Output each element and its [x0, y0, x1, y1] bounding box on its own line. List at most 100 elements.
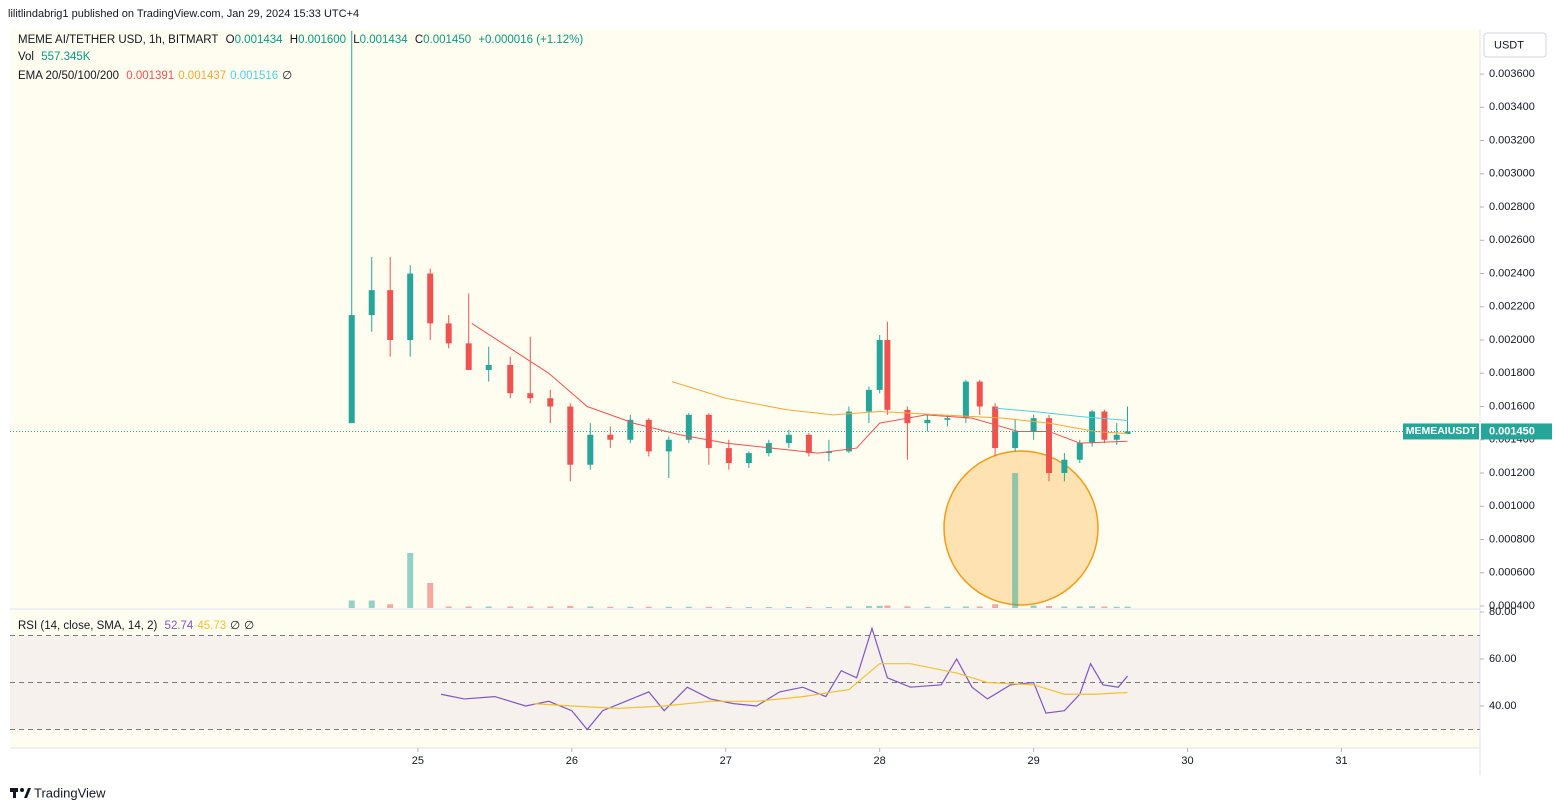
- candle-body: [1012, 431, 1019, 449]
- volume-bar: [1101, 606, 1108, 608]
- candle-body: [924, 419, 931, 424]
- y-tick-label: 60.00: [1489, 653, 1517, 665]
- published-note: lilitlindabrig1 published on TradingView…: [8, 8, 359, 20]
- y-tick-label: 0.002800: [1489, 201, 1535, 213]
- volume-bar: [507, 606, 514, 608]
- ema-title: EMA 20/50/100/200: [18, 70, 120, 82]
- x-tick-label: 28: [874, 755, 886, 767]
- volume-bar: [825, 607, 832, 608]
- ohlc-label: L: [353, 34, 360, 46]
- rsi-value: 52.74: [164, 620, 194, 632]
- x-tick-label: 27: [720, 755, 732, 767]
- rsi-title: RSI (14, close, SMA, 14, 2): [18, 620, 158, 632]
- volume-bar: [348, 600, 355, 608]
- candle-body: [607, 434, 614, 440]
- volume-bar: [587, 606, 594, 608]
- y-tick-label: 0.001600: [1489, 400, 1535, 412]
- candle-body: [587, 434, 594, 465]
- volume-bar: [1061, 606, 1068, 608]
- volume-bar: [1089, 606, 1096, 608]
- rsi-na: ∅: [230, 620, 241, 632]
- candle-body: [507, 364, 514, 394]
- volume-bar: [627, 606, 634, 608]
- volume-bar: [725, 607, 732, 608]
- candle-body: [962, 381, 969, 419]
- ohlc-label: C: [414, 34, 424, 46]
- ema-value: 0.001437: [178, 70, 227, 82]
- currency-label[interactable]: USDT: [1494, 39, 1524, 51]
- volume-bar: [904, 606, 911, 608]
- y-tick-label: 0.003200: [1489, 134, 1535, 146]
- ohlc-value: 0.001434: [359, 34, 408, 46]
- logo-mark: [20, 788, 24, 792]
- candle-body: [527, 393, 534, 399]
- volume-bar: [944, 606, 951, 608]
- candle-body: [1061, 459, 1068, 474]
- y-tick-label: 0.000400: [1489, 600, 1535, 612]
- ema-na: ∅: [282, 70, 293, 82]
- volume-bar: [1124, 606, 1131, 608]
- ohlc-value: 0.001600: [298, 34, 347, 46]
- volume-bar: [368, 600, 375, 608]
- y-tick-label: 0.000600: [1489, 567, 1535, 579]
- candle-body: [567, 406, 574, 465]
- candle-body: [645, 419, 652, 452]
- symbol-tag-label: MEMEAIUSDT: [1406, 425, 1477, 437]
- rsi-na: ∅: [244, 620, 255, 632]
- rsi-line: [533, 663, 1128, 709]
- y-tick-label: 0.001200: [1489, 467, 1535, 479]
- x-tick-label: 30: [1181, 755, 1193, 767]
- volume-value: 557.345K: [41, 51, 91, 63]
- logo-mark: [24, 788, 31, 798]
- volume-bar: [567, 606, 574, 608]
- ohlc-label: O: [225, 34, 235, 46]
- currency-button[interactable]: [1483, 32, 1547, 58]
- volume-bar: [976, 606, 983, 608]
- candle-body: [368, 290, 375, 316]
- x-tick-label: 26: [566, 755, 578, 767]
- candle-body: [485, 364, 492, 370]
- volume-title: Vol: [18, 51, 34, 63]
- candle-body: [745, 453, 752, 464]
- footer-logo: [10, 788, 31, 798]
- ema-line: [671, 381, 1128, 435]
- ohlc-label: H: [289, 34, 299, 46]
- candle-body: [445, 323, 452, 344]
- volume-bar: [427, 583, 434, 608]
- volume-bar: [445, 606, 452, 608]
- candle-body: [427, 273, 434, 324]
- symbol-tag: [1403, 423, 1479, 440]
- highlight-circle: [943, 450, 1099, 606]
- volume-bar: [785, 607, 792, 608]
- volume-bar: [884, 605, 891, 608]
- volume-bar: [387, 604, 394, 608]
- y-tick-label: 0.000800: [1489, 533, 1535, 545]
- volume-bar: [845, 606, 852, 608]
- footer-brand: TradingView: [34, 785, 106, 800]
- volume-bar: [1113, 606, 1120, 608]
- y-tick-label: 0.002000: [1489, 334, 1535, 346]
- ema-legend: EMA 20/50/100/200 0.001391 0.001437 0.0015…: [18, 68, 296, 82]
- ema-line: [471, 322, 1128, 454]
- volume-legend: Vol 557.345K: [18, 51, 94, 63]
- candle-body: [805, 434, 812, 454]
- candle-body: [904, 409, 911, 424]
- volume-bar: [1046, 606, 1053, 608]
- candle-body: [876, 340, 883, 390]
- x-tick-label: 25: [412, 755, 424, 767]
- candle-body: [976, 381, 983, 407]
- candle-body: [348, 315, 355, 424]
- volume-bar: [685, 606, 692, 608]
- ema-line: [995, 407, 1128, 421]
- volume-bar: [805, 607, 812, 608]
- candle-body: [944, 418, 951, 420]
- candle-body: [992, 406, 999, 449]
- symbol-title: MEME AI/TETHER USD, 1h, BITMART: [18, 34, 219, 46]
- rsi-value: 45.73: [197, 620, 227, 632]
- change: +0.000016 (+1.12%): [478, 34, 584, 46]
- candle-body: [685, 414, 692, 440]
- logo-mark: [13, 788, 16, 798]
- x-tick-label: 31: [1335, 755, 1347, 767]
- y-tick-label: 0.002600: [1489, 234, 1535, 246]
